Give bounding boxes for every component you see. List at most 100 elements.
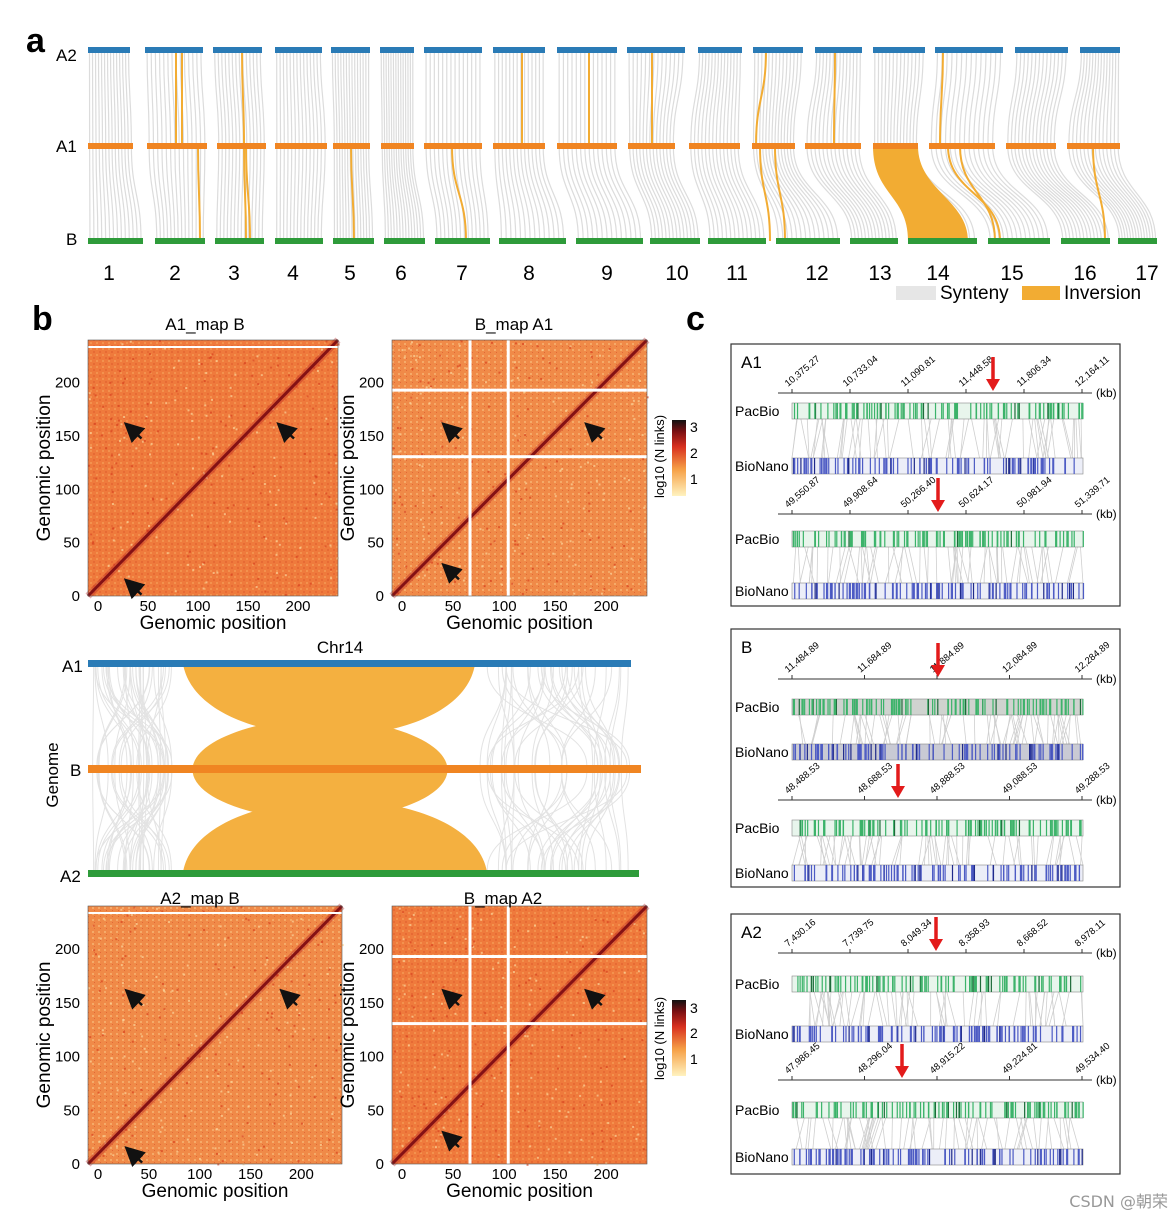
- alignment-link: [1018, 1117, 1028, 1150]
- synteny-link: [108, 772, 128, 871]
- bionano-mark: [831, 1026, 833, 1042]
- heatmap-noise: [172, 1011, 175, 1014]
- heatmap-noise: [524, 1035, 527, 1038]
- heatmap-noise: [555, 936, 558, 939]
- heatmap-noise: [284, 574, 287, 577]
- heatmap-noise: [286, 1021, 289, 1024]
- synteny-link: [491, 772, 531, 871]
- alignment-link: [965, 835, 969, 866]
- synteny-link: [561, 666, 607, 766]
- heatmap-noise: [440, 1096, 443, 1099]
- pacbio-mark: [970, 403, 972, 419]
- heatmap-noise: [313, 1096, 316, 1099]
- bionano-mark: [1082, 744, 1084, 760]
- heatmap-noise: [88, 1148, 91, 1151]
- synteny-link: [446, 145, 458, 242]
- heatmap-noise: [327, 1008, 330, 1011]
- bionano-mark: [992, 583, 994, 599]
- y-tick-label: 100: [359, 481, 384, 498]
- pacbio-mark: [897, 403, 899, 419]
- synteny-link: [768, 49, 774, 147]
- alignment-link: [861, 546, 871, 584]
- bionano-mark: [799, 744, 801, 760]
- bionano-mark: [968, 1149, 970, 1165]
- x-tick-label: 200: [285, 598, 310, 615]
- alignment-link: [1031, 835, 1034, 866]
- alignment-link: [1012, 714, 1022, 745]
- heatmap-noise: [400, 1095, 403, 1098]
- x-tick-label: 150: [235, 598, 260, 615]
- heatmap-noise: [123, 436, 126, 439]
- alignment-link: [804, 546, 815, 584]
- heatmap-noise: [588, 510, 591, 513]
- heatmap-noise: [95, 477, 98, 480]
- bionano-mark: [1052, 1149, 1055, 1165]
- heatmap-noise: [230, 573, 233, 576]
- heatmap-noise: [125, 1141, 128, 1144]
- chromosome-bar-b: [576, 238, 643, 244]
- heatmap-noise: [521, 592, 524, 595]
- alignment-link: [921, 418, 924, 459]
- pacbio-mark: [988, 976, 990, 992]
- breakpoint-arrowhead: [931, 665, 945, 677]
- alignment-link: [870, 714, 876, 745]
- synteny-link: [503, 772, 512, 871]
- bionano-mark: [825, 583, 828, 599]
- heatmap-noise: [544, 466, 547, 469]
- heatmap-noise: [442, 986, 445, 989]
- pacbio-mark: [845, 403, 847, 419]
- pacbio-mark: [1010, 1102, 1012, 1118]
- alignment-link: [979, 546, 988, 584]
- heatmap-noise: [462, 579, 465, 582]
- synteny-link: [124, 145, 134, 242]
- alignment-link: [1051, 991, 1056, 1027]
- heatmap-noise: [277, 489, 280, 492]
- synteny-link: [567, 145, 589, 242]
- pacbio-mark: [888, 403, 890, 419]
- bionano-mark: [913, 583, 915, 599]
- pacbio-mark: [898, 531, 900, 547]
- alignment-link: [861, 546, 866, 584]
- bionano-mark: [853, 865, 855, 881]
- heatmap-noise: [633, 922, 636, 925]
- heatmap-noise: [511, 582, 514, 585]
- alignment-link: [811, 546, 814, 584]
- heatmap-noise: [569, 345, 572, 348]
- heatmap-noise: [212, 572, 215, 575]
- heatmap-noise: [303, 452, 306, 455]
- heatmap-noise: [175, 390, 178, 393]
- alignment-link: [847, 835, 856, 866]
- pacbio-mark: [925, 820, 927, 836]
- heatmap-noise: [465, 367, 468, 370]
- pacbio-mark: [1039, 403, 1041, 419]
- alignment-box-b: B 11,484.89 11,684.89 11,884.89 12,084.89 12,…: [730, 628, 1121, 888]
- heatmap-noise: [517, 439, 520, 442]
- heatmap-noise: [244, 362, 247, 365]
- synteny-link: [152, 145, 161, 242]
- heatmap-noise: [284, 956, 287, 959]
- bionano-mark: [1015, 744, 1017, 760]
- pacbio-mark: [885, 820, 887, 836]
- alignment-link: [839, 714, 846, 745]
- pacbio-mark: [1032, 820, 1034, 836]
- heatmap-noise: [118, 570, 121, 573]
- bionano-mark: [825, 458, 827, 474]
- bionano-mark: [851, 583, 854, 599]
- chromosome-bar-a2: [145, 47, 203, 53]
- synteny-link: [912, 49, 921, 147]
- heatmap-noise: [323, 918, 326, 921]
- x-tick-label: 100: [185, 598, 210, 615]
- synteny-link: [362, 145, 368, 242]
- heatmap-noise: [317, 364, 320, 367]
- inversion-link: [755, 49, 767, 147]
- bionano-mark: [890, 865, 893, 881]
- alignment-link: [1033, 714, 1044, 745]
- heatmap-noise: [289, 1094, 292, 1097]
- alignment-link: [819, 835, 826, 866]
- pacbio-mark: [851, 531, 853, 547]
- chromosome-number: 16: [1073, 262, 1096, 285]
- bionano-mark: [1049, 1149, 1051, 1165]
- pacbio-mark: [866, 976, 868, 992]
- pacbio-mark: [921, 820, 923, 836]
- synteny-link: [92, 666, 95, 766]
